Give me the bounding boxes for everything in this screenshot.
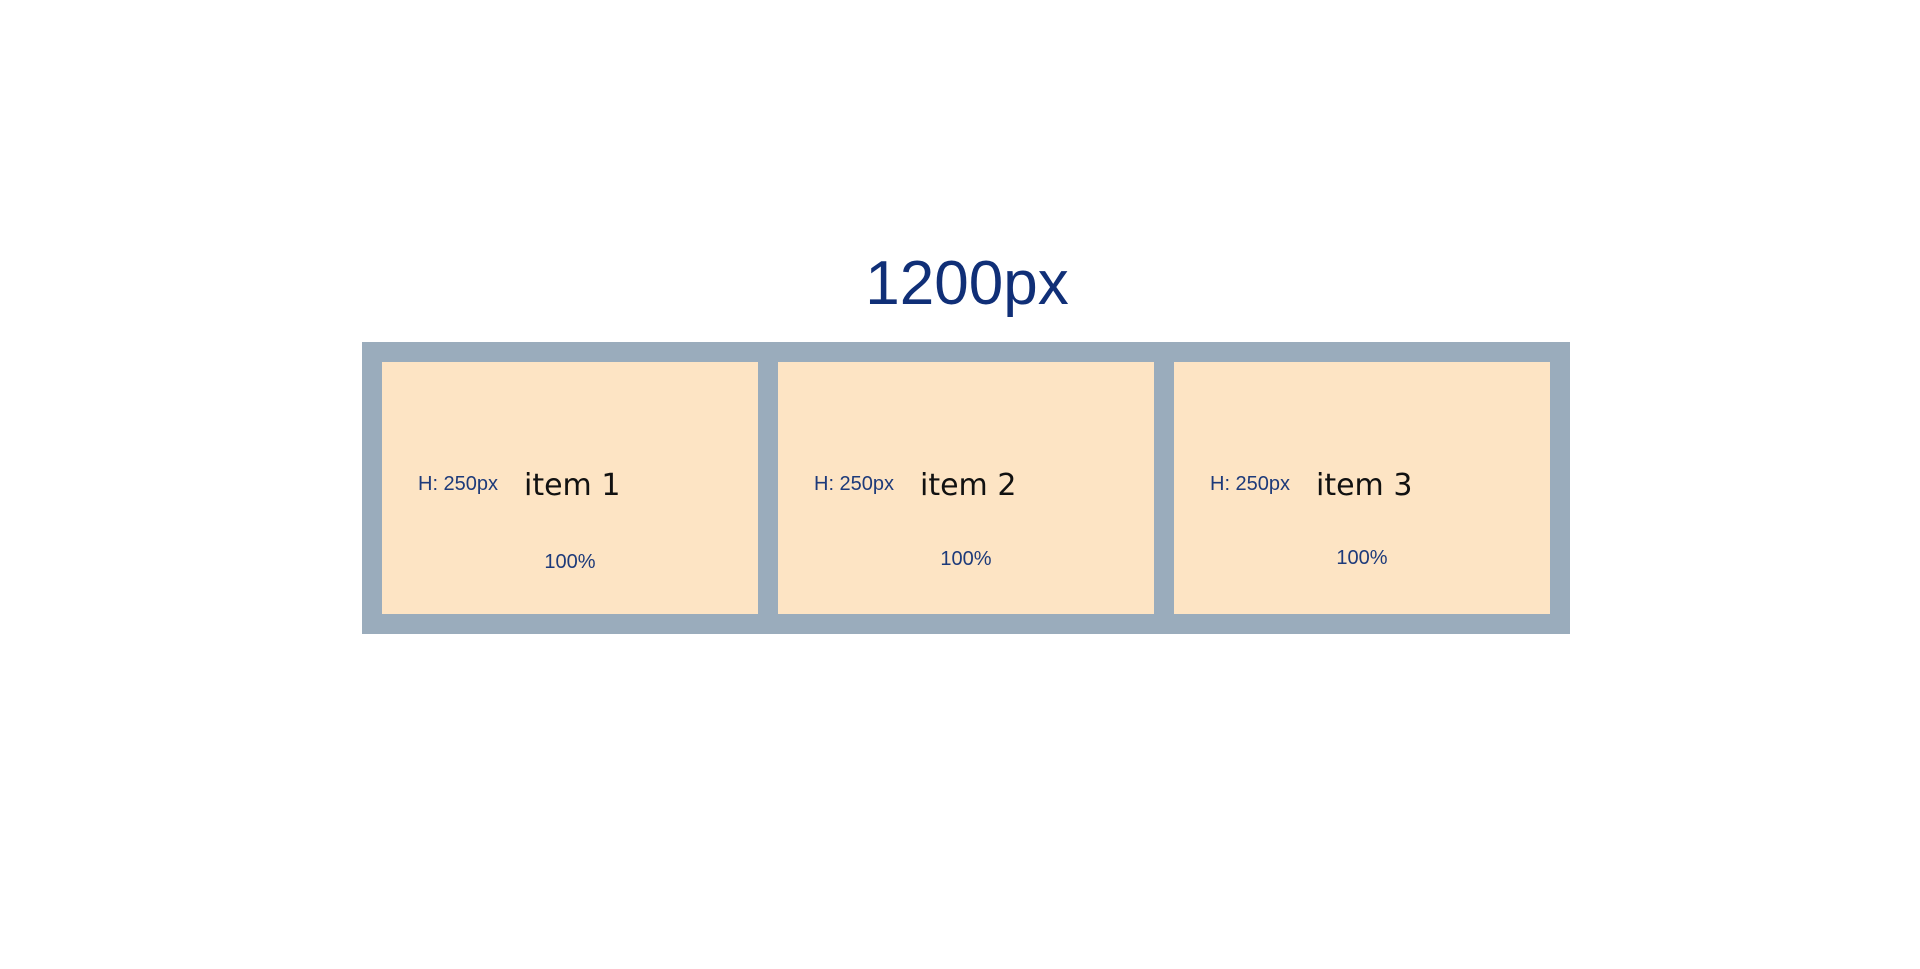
item-height-label: H: 250px	[418, 473, 499, 495]
flex-container: H: 250px item 1 100% H: 250px item 2 100…	[362, 342, 1570, 634]
item-name: item 2	[920, 468, 1017, 503]
flex-item-3: H: 250px item 3 100%	[1174, 362, 1550, 614]
item-height-label: H: 250px	[1210, 473, 1291, 495]
item-name: item 3	[1316, 468, 1413, 503]
flex-item-1: H: 250px item 1 100%	[382, 362, 758, 614]
item-width-label: 100%	[544, 551, 596, 573]
item-width-label: 100%	[1336, 547, 1388, 569]
flex-item-2: H: 250px item 2 100%	[778, 362, 1154, 614]
container-width-label: 1200px	[865, 249, 1069, 318]
item-width-label: 100%	[940, 548, 992, 570]
item-height-label: H: 250px	[814, 473, 895, 495]
item-name: item 1	[524, 468, 621, 503]
